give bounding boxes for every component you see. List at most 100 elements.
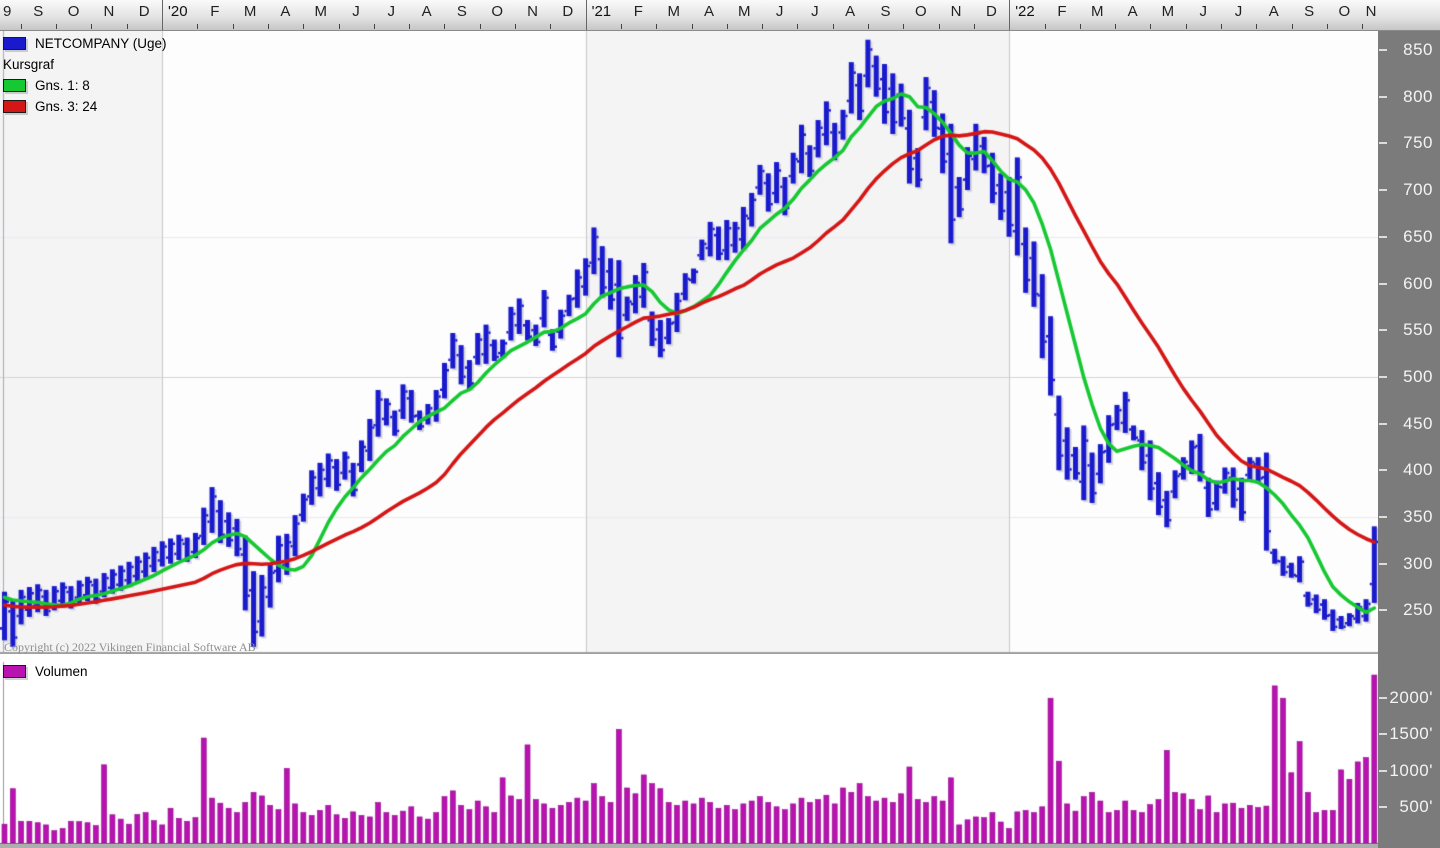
time-axis-label: S bbox=[880, 3, 891, 20]
month-tick bbox=[479, 24, 481, 29]
copyright-text: Copyright (c) 2022 Vikingen Financial So… bbox=[4, 640, 256, 654]
axis-tick bbox=[1379, 805, 1387, 808]
month-tick bbox=[762, 24, 764, 29]
month-tick bbox=[373, 24, 375, 29]
volume-swatch-icon bbox=[3, 664, 26, 678]
axis-tick-label: 350 bbox=[1403, 507, 1433, 526]
legend-row-ma-short: Gns. 1: 8 bbox=[3, 75, 167, 95]
axis-tick bbox=[1379, 49, 1387, 51]
time-axis-label: N bbox=[527, 3, 538, 20]
axis-tick-label: 600 bbox=[1403, 273, 1433, 293]
axis-tick bbox=[1379, 697, 1387, 700]
ma-short-label: Gns. 1: 8 bbox=[35, 77, 90, 93]
axis-tick bbox=[1379, 142, 1387, 145]
time-axis-label: J bbox=[1234, 3, 1243, 20]
axis-tick-label: 2000' bbox=[1389, 688, 1433, 708]
axis-tick bbox=[1379, 609, 1387, 612]
axis-tick bbox=[1379, 282, 1387, 285]
month-tick bbox=[620, 24, 622, 29]
time-axis-label: D bbox=[138, 3, 150, 20]
month-tick bbox=[868, 24, 869, 29]
time-axis-label: M bbox=[1161, 3, 1175, 20]
month-tick bbox=[550, 24, 552, 29]
time-axis-label: M bbox=[738, 3, 751, 20]
axis-tick-label: 300 bbox=[1403, 553, 1433, 573]
year-separator-line bbox=[585, 0, 587, 30]
axis-tick-label: 400 bbox=[1403, 460, 1433, 480]
month-tick bbox=[409, 24, 411, 29]
time-axis-label: O bbox=[491, 3, 504, 20]
axis-tick-label: 550 bbox=[1403, 320, 1433, 340]
axis-tick bbox=[1379, 375, 1387, 378]
month-tick bbox=[197, 24, 199, 29]
month-tick bbox=[691, 24, 693, 29]
time-axis-label: M bbox=[243, 3, 257, 20]
month-tick bbox=[1221, 24, 1222, 29]
axis-tick bbox=[1379, 562, 1387, 565]
month-tick bbox=[1150, 24, 1152, 29]
time-axis-label: J bbox=[352, 3, 360, 20]
time-axis-label: S bbox=[1304, 3, 1315, 20]
time-axis-label: M bbox=[314, 3, 327, 20]
time-axis-label: J bbox=[387, 3, 396, 20]
month-tick bbox=[515, 24, 516, 29]
time-axis-label: O bbox=[914, 3, 927, 20]
time-axis-label: '20 bbox=[168, 3, 188, 20]
ma-long-label: Gns. 3: 24 bbox=[35, 98, 98, 114]
month-tick bbox=[656, 24, 658, 29]
time-axis-label: O bbox=[67, 3, 80, 20]
ma-long-swatch-icon bbox=[3, 99, 26, 113]
time-axis-label: S bbox=[456, 3, 467, 20]
price-chart-canvas[interactable] bbox=[0, 31, 1378, 654]
time-axis-label: N bbox=[950, 3, 962, 20]
time-axis-label: F bbox=[633, 3, 643, 20]
axis-tick-label: 450 bbox=[1403, 413, 1433, 433]
axis-tick-label: 250 bbox=[1403, 600, 1433, 620]
time-axis-label: S bbox=[33, 3, 44, 20]
time-axis-label: M bbox=[1091, 3, 1104, 20]
volume-legend: Volumen bbox=[3, 661, 88, 681]
axis-tick-label: 1500' bbox=[1389, 724, 1433, 744]
time-axis-label: A bbox=[1268, 3, 1279, 20]
month-tick bbox=[1291, 24, 1293, 29]
axis-tick bbox=[1379, 516, 1387, 518]
time-axis: 9 S O N D '20 F M A M J J A S O N D '21 F M A M J J A S O N D '22 F M A M… bbox=[0, 0, 1440, 31]
series-title: NETCOMPANY (Uge) bbox=[35, 35, 167, 51]
time-axis-label: 9 bbox=[3, 3, 12, 20]
axis-tick bbox=[1379, 235, 1387, 238]
bottom-edge bbox=[0, 844, 1378, 848]
month-tick bbox=[56, 24, 58, 29]
volume-pane[interactable] bbox=[0, 656, 1378, 848]
month-tick bbox=[267, 24, 269, 29]
month-tick bbox=[938, 24, 940, 29]
month-tick bbox=[1256, 24, 1258, 29]
axis-tick bbox=[1379, 95, 1387, 98]
time-axis-label: J bbox=[775, 3, 784, 20]
month-tick bbox=[1185, 24, 1187, 29]
chart-type-label: Kursgraf bbox=[3, 56, 55, 72]
axis-tick-label: 850 bbox=[1403, 40, 1433, 59]
time-axis-label: '22 bbox=[1015, 3, 1035, 20]
year-separator-line bbox=[162, 0, 163, 30]
legend-row-series: NETCOMPANY (Uge) bbox=[3, 33, 167, 53]
axis-tick bbox=[1379, 422, 1387, 425]
volume-label: Volumen bbox=[35, 663, 88, 679]
time-axis-label: J bbox=[811, 3, 819, 20]
axis-tick-label: 700 bbox=[1403, 180, 1433, 200]
month-tick bbox=[303, 24, 305, 29]
price-pane[interactable] bbox=[0, 31, 1378, 654]
month-tick bbox=[1079, 24, 1081, 29]
ma-short-swatch-icon bbox=[3, 78, 26, 92]
month-tick bbox=[832, 24, 834, 29]
legend-row-subtitle: Kursgraf bbox=[3, 54, 167, 74]
time-axis-label: D bbox=[985, 3, 997, 20]
time-axis-label: A bbox=[421, 3, 432, 20]
month-tick bbox=[126, 24, 128, 29]
time-axis-label: J bbox=[1199, 3, 1207, 20]
time-axis-label: A bbox=[280, 3, 291, 20]
volume-chart-canvas[interactable] bbox=[0, 656, 1378, 848]
axis-tick bbox=[1379, 469, 1387, 472]
month-tick bbox=[444, 24, 446, 29]
legend-row-ma-long: Gns. 3: 24 bbox=[3, 96, 167, 116]
